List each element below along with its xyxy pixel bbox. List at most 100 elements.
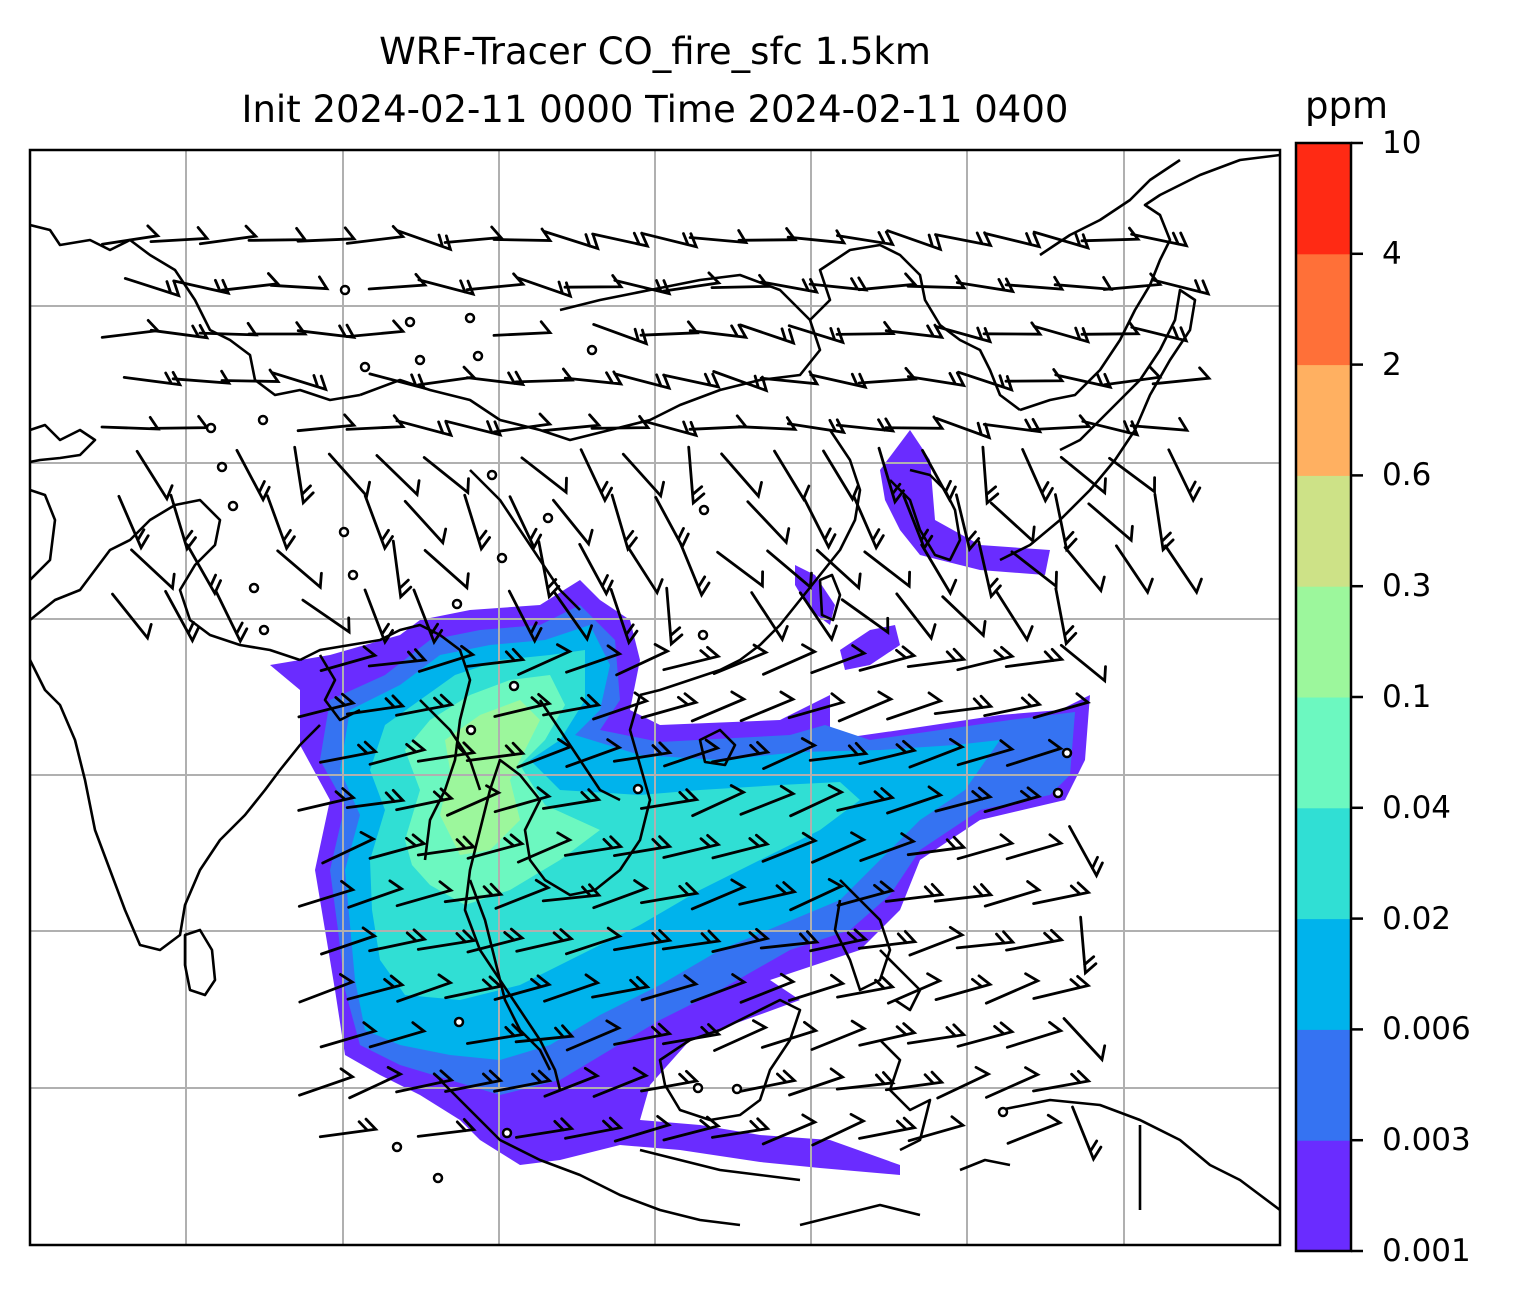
wind-barb [363,588,394,646]
wind-barb [956,833,1015,861]
wind-barb [463,493,491,552]
philippines [833,879,892,992]
wind-barb [100,416,161,431]
wind-barb [933,883,994,903]
wind-barb [514,1024,575,1044]
wind-barb [247,321,308,336]
wind-barb [345,788,406,809]
wind-barb [907,1115,966,1143]
wind-barb [507,589,543,644]
wind-barb [613,835,673,857]
wind-barb [712,643,769,675]
wind-barb [1031,414,1092,431]
borneo [658,998,802,1122]
wind-barb [466,833,526,860]
wind-barb [837,690,894,723]
colorbar-tick-label: 0.001 [1382,1233,1471,1269]
calm-wind-marker [258,624,270,636]
wind-barb [443,225,504,244]
wind-barb [367,272,428,291]
wind-barb [665,586,684,647]
wind-barb [941,595,987,639]
wind-barb [836,787,896,812]
wind-barb [416,741,477,763]
wind-barb [417,278,476,297]
wind-barb [810,1019,868,1051]
wind-barb [565,1019,622,1052]
bangladesh [318,654,361,722]
calm-wind-marker [586,344,598,356]
colorbar-tick-label: 0.006 [1382,1011,1471,1048]
wind-barb [1153,492,1175,553]
wind-barb [122,370,183,387]
wind-barb [809,372,868,390]
calm-wind-marker [1052,787,1064,799]
wind-barb [270,371,328,392]
wind-barb [857,366,918,385]
wind-barb [836,230,896,247]
wind-barb [517,643,573,676]
colorbar-swatch [1296,475,1351,587]
wind-barb [762,643,818,676]
map-frame [28,148,1282,1247]
wind-barb [296,413,357,433]
wind-barb [835,321,896,336]
wind-barb [327,452,371,499]
wind-barb [815,548,862,591]
wind-barb [318,1117,379,1139]
wind-barb [1005,928,1065,952]
wind-barb [720,452,763,500]
colorbar-tick-label: 0.04 [1382,789,1452,826]
wind-barb [840,598,890,636]
wind-barb [625,544,664,596]
wind-barb [416,835,477,857]
wind-barb [798,591,838,643]
wind-barb [395,1069,455,1094]
wind-barb [563,274,624,289]
wind-barb [565,644,623,674]
wind-barb [788,1067,846,1097]
calm-wind-marker [248,582,260,594]
wind-barb [149,415,210,430]
wind-barb [984,972,1041,1005]
wind-barb [1102,272,1163,291]
wind-barb [612,741,673,763]
wind-barb [368,833,428,860]
wind-barb [1004,647,1065,668]
wind-barb [955,930,1016,950]
wind-barb [661,271,722,293]
colorbar-tick-label: 4 [1382,235,1402,272]
wind-barb [443,882,504,904]
wind-barb [1108,456,1156,495]
wind-barb [1059,643,1107,684]
calm-wind-marker [453,1016,465,1028]
wind-barb [1032,881,1092,905]
india-coast [30,659,321,952]
wind-barb [514,367,575,384]
wind-barb [516,276,573,299]
wind-barb [989,501,1036,544]
iran-border [30,488,57,581]
wind-barb [613,372,672,391]
wind-barb [297,692,357,719]
wind-barb [738,1069,798,1093]
wind-barb [494,878,552,910]
wind-barb [396,229,453,252]
wind-barb [908,737,966,769]
china-northeast [809,243,1021,412]
colorbar-swatch [1296,586,1351,698]
wind-barb [886,972,943,1005]
wind-barb [1032,230,1091,251]
wind-barb [956,645,1016,672]
wind-barb [1071,1105,1103,1163]
wind-barb [936,1065,992,1100]
wind-barb [444,1069,504,1093]
wind-barb [1102,365,1163,387]
calm-wind-marker [205,422,217,434]
wind-barb [811,831,867,864]
wind-barb [417,644,476,673]
calm-wind-marker [542,512,554,524]
wind-barb [822,449,860,503]
calm-wind-marker [432,1172,444,1184]
